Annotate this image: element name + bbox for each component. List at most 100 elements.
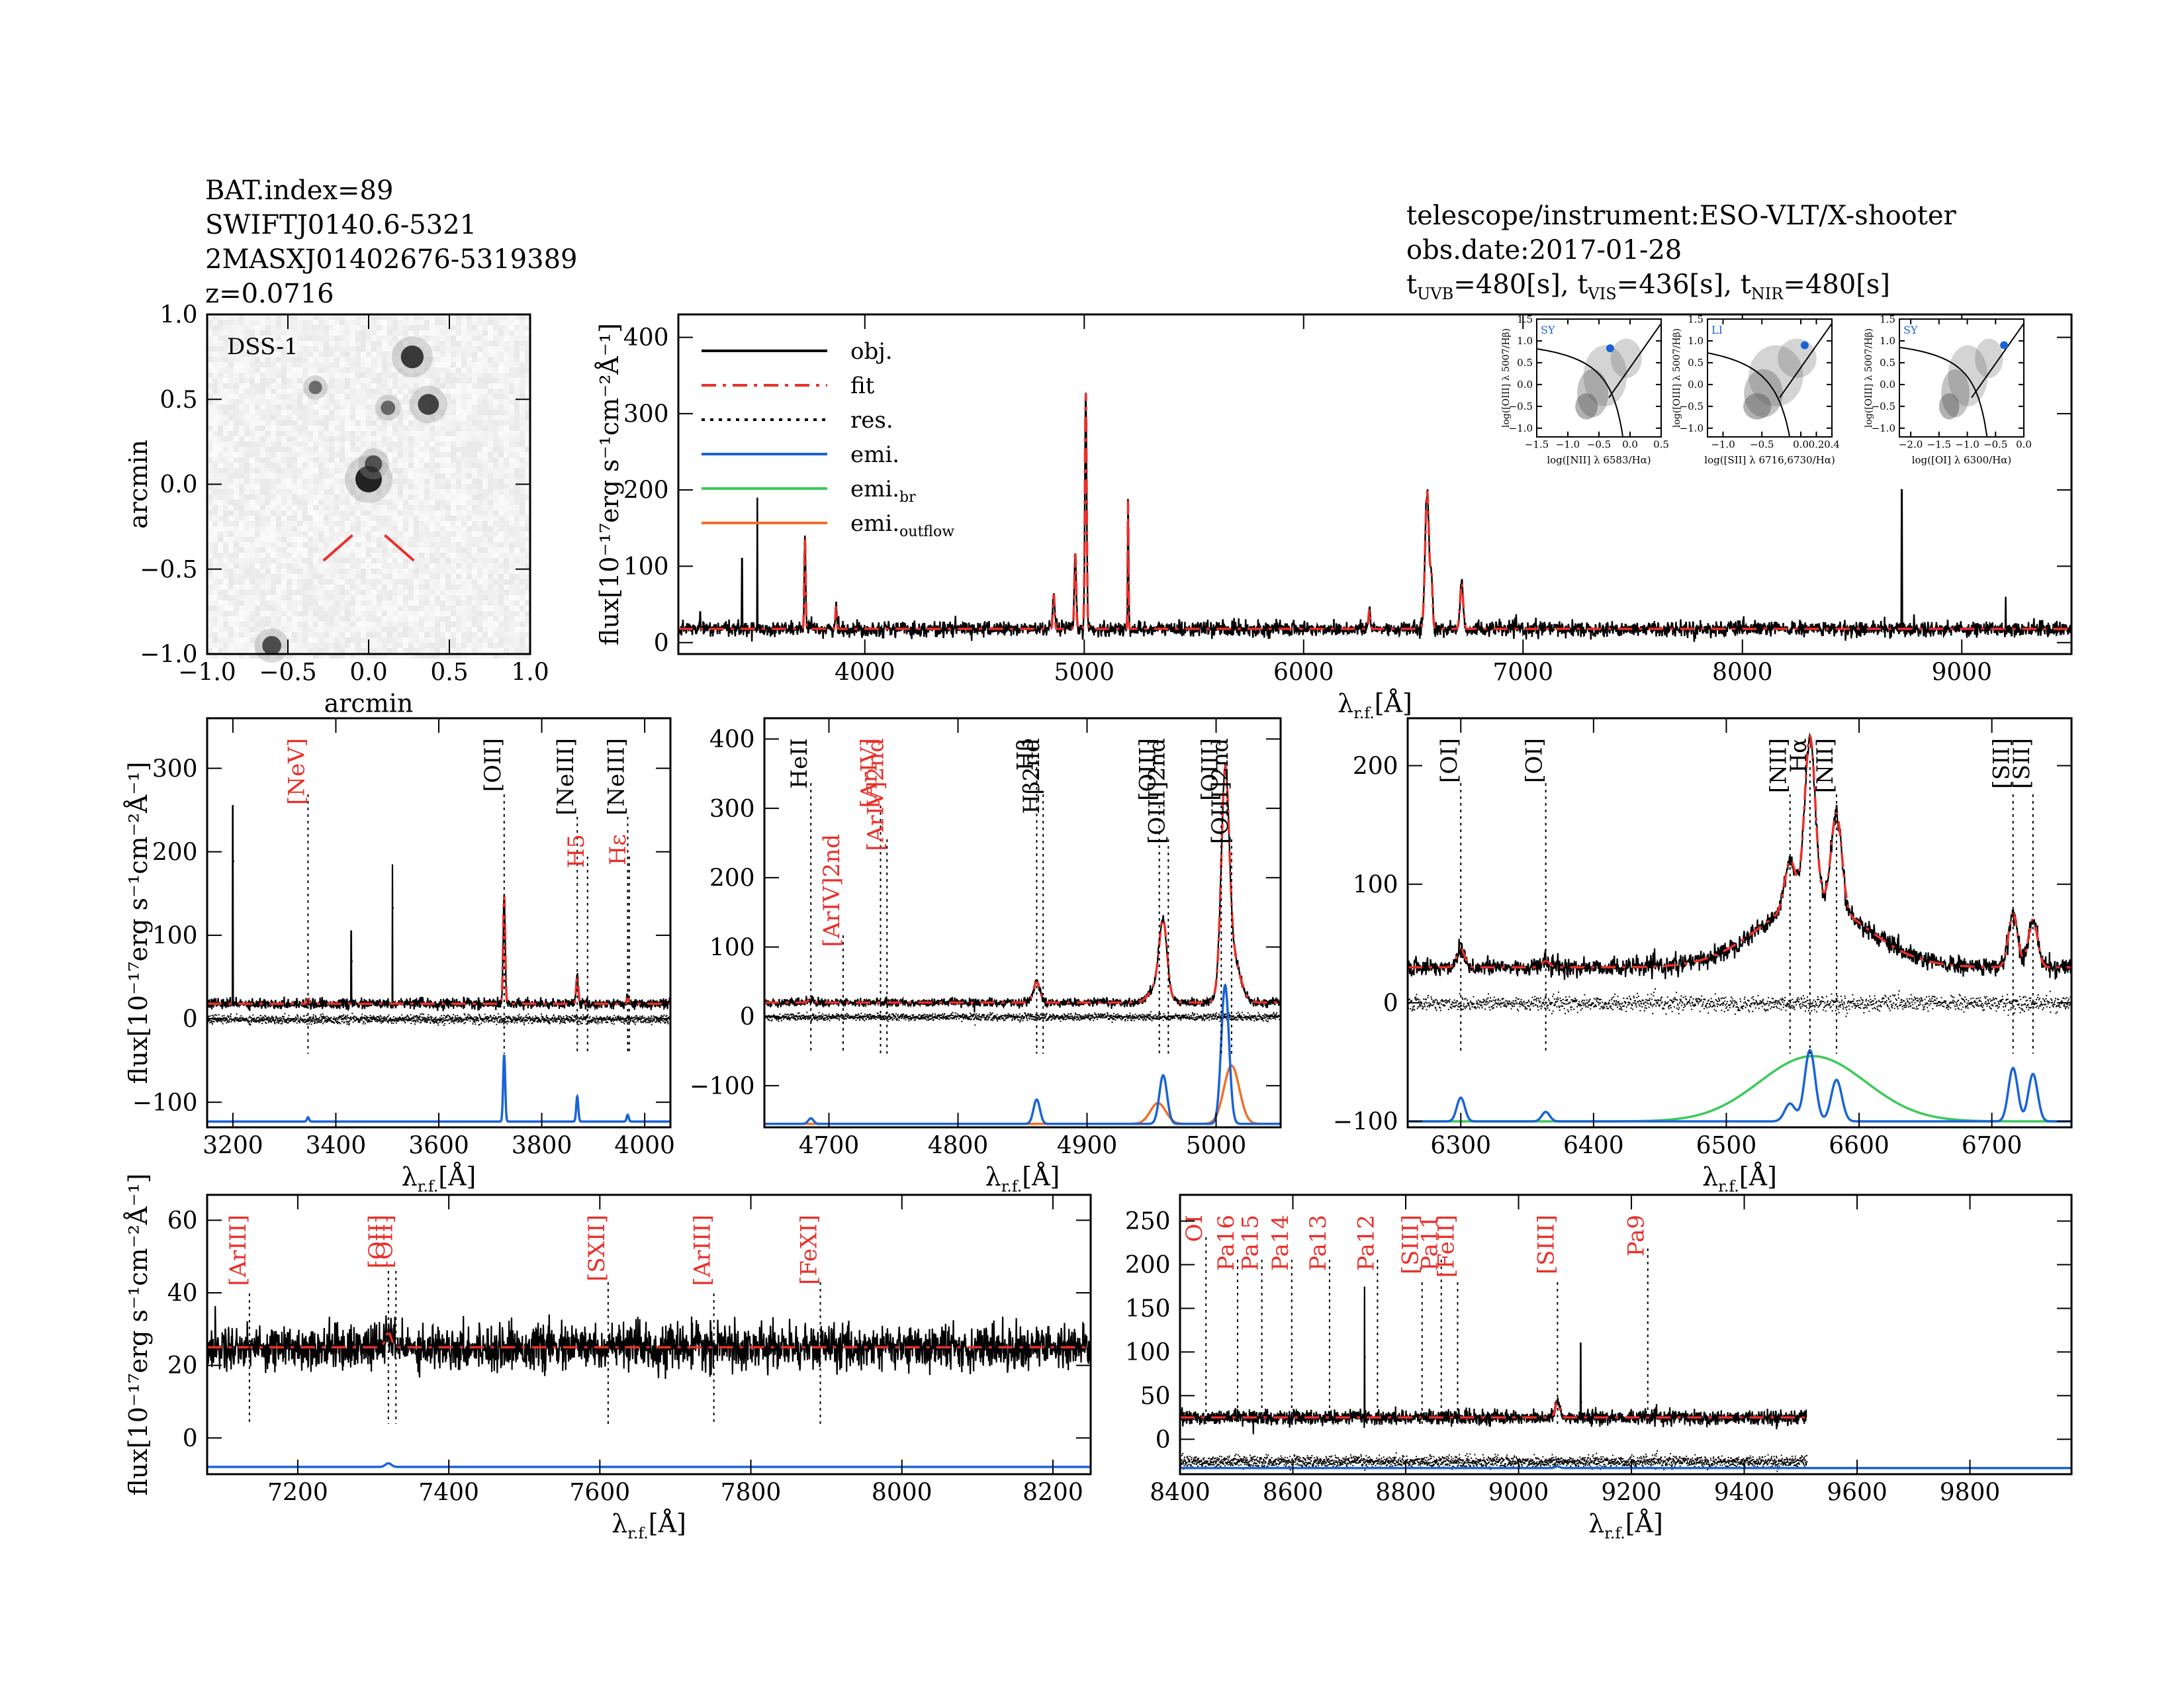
dss-pixel: [525, 537, 530, 542]
dss-pixel: [371, 447, 377, 452]
dss-pixel: [308, 415, 313, 420]
dss-pixel: [435, 611, 440, 616]
dss-pixel: [366, 569, 371, 574]
dss-pixel: [414, 590, 419, 595]
dss-pixel: [271, 521, 276, 526]
dss-pixel: [504, 516, 509, 521]
dss-pixel: [281, 320, 287, 325]
dss-pixel: [212, 442, 218, 447]
dss-pixel: [345, 447, 350, 452]
dss-pixel: [461, 563, 467, 569]
dss-pixel: [488, 394, 493, 399]
dss-pixel: [477, 383, 482, 389]
dss-pixel: [265, 468, 271, 473]
dss-pixel: [408, 542, 414, 547]
dss-pixel: [424, 320, 430, 325]
dss-pixel: [350, 563, 355, 569]
dss-pixel: [223, 373, 228, 378]
residual-point: [314, 1022, 316, 1024]
dss-pixel: [324, 330, 329, 336]
dss-pixel: [408, 457, 414, 463]
dss-pixel: [461, 404, 467, 410]
dss-pixel: [392, 547, 398, 553]
dss-pixel: [345, 516, 350, 521]
dss-pixel: [228, 383, 234, 389]
dss-pixel: [514, 542, 520, 547]
dss-pixel: [504, 325, 509, 330]
dss-pixel: [297, 500, 302, 505]
residual-point: [250, 1017, 252, 1019]
dss-pixel: [345, 399, 350, 404]
dss-pixel: [355, 521, 361, 526]
dss-pixel: [509, 563, 514, 569]
dss-pixel: [308, 479, 313, 484]
dss-pixel: [403, 404, 408, 410]
dss-pixel: [398, 468, 403, 473]
dss-pixel: [350, 336, 355, 341]
residual-point: [295, 1017, 297, 1019]
residual-point: [351, 961, 353, 962]
dss-pixel: [292, 346, 297, 352]
dss-pixel: [345, 494, 350, 500]
dss-pixel: [223, 648, 228, 653]
dss-pixel: [382, 563, 387, 569]
dss-pixel: [318, 420, 324, 426]
residual-point: [260, 1014, 262, 1016]
dss-pixel: [408, 585, 414, 590]
dss-pixel: [435, 532, 440, 537]
dss-pixel: [207, 632, 212, 637]
dss-pixel: [239, 558, 244, 563]
dss-pixel: [387, 431, 392, 436]
dss-pixel: [239, 352, 244, 357]
dss-pixel: [477, 595, 482, 600]
dss-pixel: [514, 537, 520, 542]
dss-pixel: [265, 367, 271, 373]
dss-pixel: [498, 399, 504, 404]
dss-pixel: [265, 484, 271, 489]
dss-pixel: [520, 378, 525, 383]
dss-pixel: [424, 574, 430, 579]
dss-pixel: [239, 426, 244, 431]
dss-pixel: [509, 606, 514, 611]
dss-pixel: [218, 484, 223, 489]
dss-pixel: [419, 574, 424, 579]
dss-pixel: [377, 452, 382, 457]
dss-pixel: [324, 637, 329, 643]
dss-pixel: [345, 653, 350, 659]
dss-pixel: [514, 569, 520, 574]
dss-pixel: [287, 494, 292, 500]
dss-pixel: [382, 463, 387, 468]
residual-point: [339, 1021, 341, 1023]
dss-pixel: [445, 516, 451, 521]
dss-pixel: [392, 415, 398, 420]
dss-pixel: [488, 542, 493, 547]
dss-pixel: [430, 505, 435, 510]
dss-pixel: [403, 600, 408, 606]
dss-pixel: [403, 468, 408, 473]
dss-pixel: [392, 606, 398, 611]
dss-pixel: [244, 336, 250, 341]
dss-pixel: [366, 616, 371, 622]
residual-point: [355, 1019, 357, 1021]
dss-pixel: [271, 526, 276, 532]
dss-pixel: [313, 436, 318, 442]
dss-pixel: [334, 574, 340, 579]
dss-pixel: [250, 404, 255, 410]
dss-pixel: [250, 420, 255, 426]
dss-pixel: [424, 595, 430, 600]
residual-point: [374, 1017, 376, 1019]
dss-pixel: [302, 399, 308, 404]
dss-pixel: [297, 426, 302, 431]
dss-pixel: [302, 484, 308, 489]
dss-pixel: [350, 436, 355, 442]
residual-point: [288, 1015, 290, 1017]
dss-pixel: [435, 479, 440, 484]
dss-pixel: [350, 452, 355, 457]
dss-pixel: [493, 558, 498, 563]
dss-pixel: [472, 553, 477, 558]
residual-point: [226, 1022, 228, 1024]
dss-pixel: [334, 585, 340, 590]
y-tick-label: −0.5: [140, 556, 197, 583]
dss-pixel: [361, 378, 366, 383]
dss-pixel: [456, 336, 461, 341]
